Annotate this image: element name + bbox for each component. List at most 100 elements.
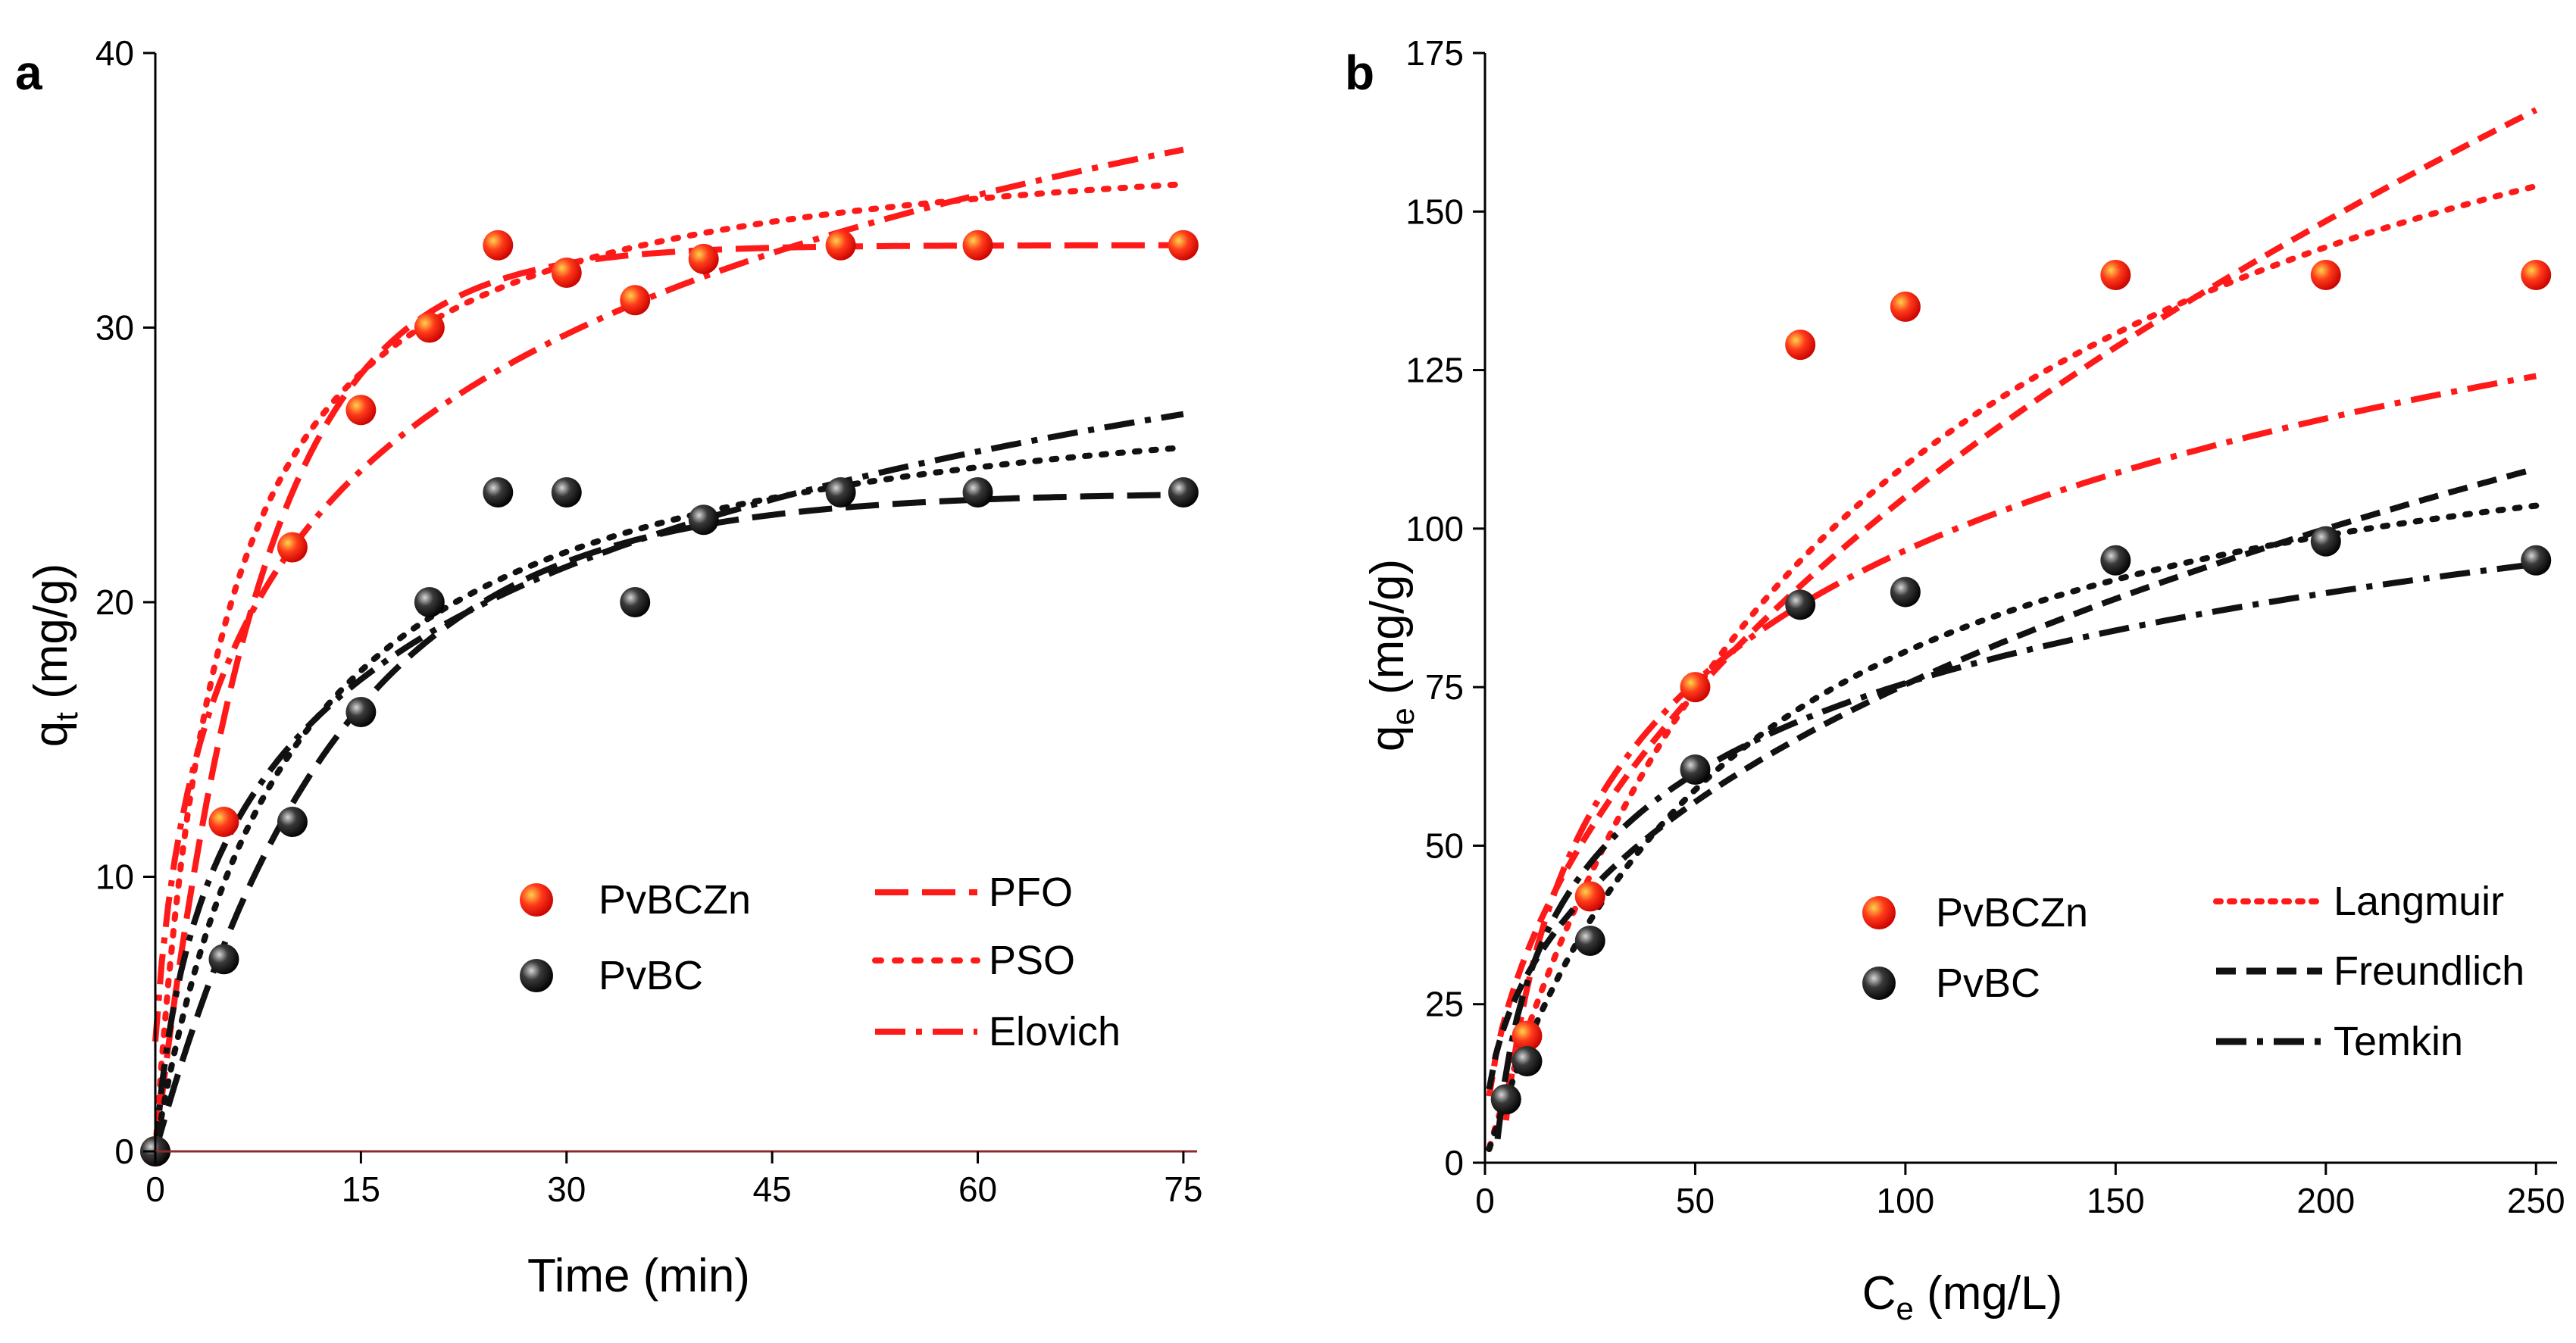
panel-a-letter: a: [15, 45, 42, 100]
fit-curve-elovich-pvbczn: [152, 146, 1184, 1042]
legend-label-temkin: Temkin: [2334, 1019, 2463, 1064]
data-point-pvbczn: [551, 258, 582, 288]
panel-b-y-axis-title: qe (mg/g): [1361, 559, 1421, 751]
x-tick-label: 75: [1164, 1170, 1202, 1209]
panel-a-y-axis-unit: (mg/g): [25, 564, 77, 712]
legend-label-pso: PSO: [989, 938, 1075, 983]
x-tick-label: 0: [145, 1170, 165, 1209]
data-point-pvbc: [1574, 926, 1605, 956]
legend-label-elovich: Elovich: [989, 1009, 1121, 1054]
x-tick-label: 45: [753, 1170, 792, 1209]
fit-curve-freundlich-pvbc: [1486, 465, 2537, 1090]
y-tick-label: 0: [1444, 1143, 1464, 1182]
data-point-pvbc: [1680, 754, 1711, 785]
legend-marker-pvbczn: [520, 883, 553, 917]
y-tick-label: 30: [95, 308, 134, 348]
x-tick-label: 100: [1877, 1181, 1935, 1220]
panel-b-x-axis-unit: (mg/L): [1914, 1267, 2062, 1320]
x-tick-label: 0: [1475, 1181, 1495, 1220]
legend-marker-pvbc: [520, 959, 553, 992]
x-tick-label: 60: [958, 1170, 997, 1209]
data-point-pvbc: [2310, 526, 2341, 557]
data-point-pvbczn: [1785, 330, 1816, 361]
panel-a-y-axis-title: qt (mg/g): [25, 564, 84, 748]
data-point-pvbczn: [1168, 230, 1199, 261]
panel-b-y-axis-sub: e: [1385, 707, 1421, 725]
data-point-pvbc: [620, 587, 651, 617]
data-point-pvbc: [962, 477, 993, 508]
panel-b-y-axis-main: q: [1361, 726, 1414, 751]
fit-curve-langmuir-pvbc: [1486, 502, 2540, 1153]
panel-b-legend: PvBCZn PvBC Langmuir Freundlich Temkin: [1862, 879, 2524, 1064]
fit-curve-pso-pvbczn: [152, 181, 1186, 1154]
data-point-pvbc: [1512, 1046, 1543, 1077]
data-point-pvbc: [483, 477, 514, 508]
data-point-pvbczn: [2310, 260, 2341, 290]
data-point-pvbc: [2521, 545, 2552, 576]
y-tick-label: 50: [1425, 826, 1464, 865]
fit-curve-pfo-pvbczn: [152, 242, 1183, 1152]
data-point-pvbc: [414, 587, 445, 617]
legend-label-pvbczn: PvBCZn: [599, 877, 751, 923]
data-point-pvbczn: [345, 395, 377, 426]
panel-a-x-axis-title: Time (min): [527, 1250, 750, 1302]
data-point-pvbczn: [483, 230, 514, 261]
y-tick-label: 100: [1405, 509, 1464, 548]
legend-label-freundlich: Freundlich: [2334, 948, 2524, 994]
fit-curve-temkin-pvbczn: [1502, 373, 2537, 1121]
legend-label-pfo: PFO: [989, 870, 1073, 915]
data-point-pvbc: [1168, 477, 1199, 508]
legend-label-pvbc: PvBC: [1936, 960, 2040, 1006]
y-tick-label: 40: [95, 33, 134, 73]
panel-b-x-tick-labels: 0 50 100 150 200 250: [1475, 1181, 2565, 1220]
data-point-pvbc: [825, 477, 856, 508]
panel-b-data-points: [1490, 260, 2552, 1115]
panel-b-axes: [1473, 52, 2557, 1175]
data-point-pvbczn: [1680, 672, 1711, 703]
y-tick-label: 125: [1405, 351, 1464, 390]
panel-a-axes: [143, 52, 1197, 1163]
data-point-pvbczn: [688, 243, 719, 274]
data-point-pvbczn: [1512, 1020, 1543, 1051]
data-point-pvbczn: [277, 532, 308, 563]
data-point-pvbc: [551, 477, 582, 508]
data-point-pvbc: [208, 944, 239, 975]
panel-a-x-tick-labels: 0 15 30 45 60 75: [145, 1170, 1202, 1209]
panel-a-y-tick-labels: 0 10 20 30 40: [95, 33, 134, 1171]
x-tick-label: 250: [2507, 1181, 2565, 1220]
data-point-pvbczn: [208, 807, 239, 837]
fit-curve-freundlich-pvbczn: [1486, 107, 2538, 1097]
legend-marker-pvbc: [1862, 967, 1896, 1000]
data-point-pvbczn: [620, 285, 651, 316]
panel-a-legend: PvBCZn PvBC PFO PSO Elovich: [520, 870, 1121, 1054]
y-tick-label: 175: [1405, 33, 1464, 73]
data-point-pvbczn: [2100, 260, 2131, 290]
panel-b-y-tick-labels: 0 25 50 75 100 125 150 175: [1405, 33, 1464, 1182]
y-tick-label: 75: [1425, 667, 1464, 707]
legend-label-langmuir: Langmuir: [2334, 879, 2504, 924]
x-tick-label: 30: [547, 1170, 586, 1209]
data-point-pvbc: [1785, 589, 1816, 620]
y-tick-label: 25: [1425, 985, 1464, 1024]
panel-b-y-axis-unit: (mg/g): [1361, 559, 1414, 707]
fit-curve-temkin-pvbc: [1494, 561, 2537, 1140]
x-tick-label: 200: [2296, 1181, 2355, 1220]
y-tick-label: 0: [114, 1132, 134, 1171]
panel-a-y-axis-main: q: [25, 721, 77, 747]
legend-label-pvbczn: PvBCZn: [1936, 890, 2088, 935]
panel-a-kinetics-chart: a 0 15 30 45 60 75 0 10 20 30 40 Time (min) qt (m…: [15, 33, 1202, 1302]
y-tick-label: 150: [1405, 192, 1464, 231]
panel-a-fit-curves: [152, 146, 1186, 1154]
legend-marker-pvbczn: [1862, 896, 1896, 929]
panel-a-data-points: [140, 230, 1199, 1167]
panel-a-y-axis-sub: t: [48, 712, 84, 721]
data-point-pvbczn: [2521, 260, 2552, 290]
data-point-pvbczn: [1890, 291, 1921, 322]
data-point-pvbc: [688, 504, 719, 536]
panel-b-letter: b: [1345, 45, 1374, 100]
data-point-pvbc: [1890, 576, 1921, 607]
data-point-pvbc: [2100, 545, 2131, 576]
x-tick-label: 15: [342, 1170, 380, 1209]
data-point-pvbczn: [1574, 881, 1605, 912]
legend-label-pvbc: PvBC: [599, 953, 703, 998]
